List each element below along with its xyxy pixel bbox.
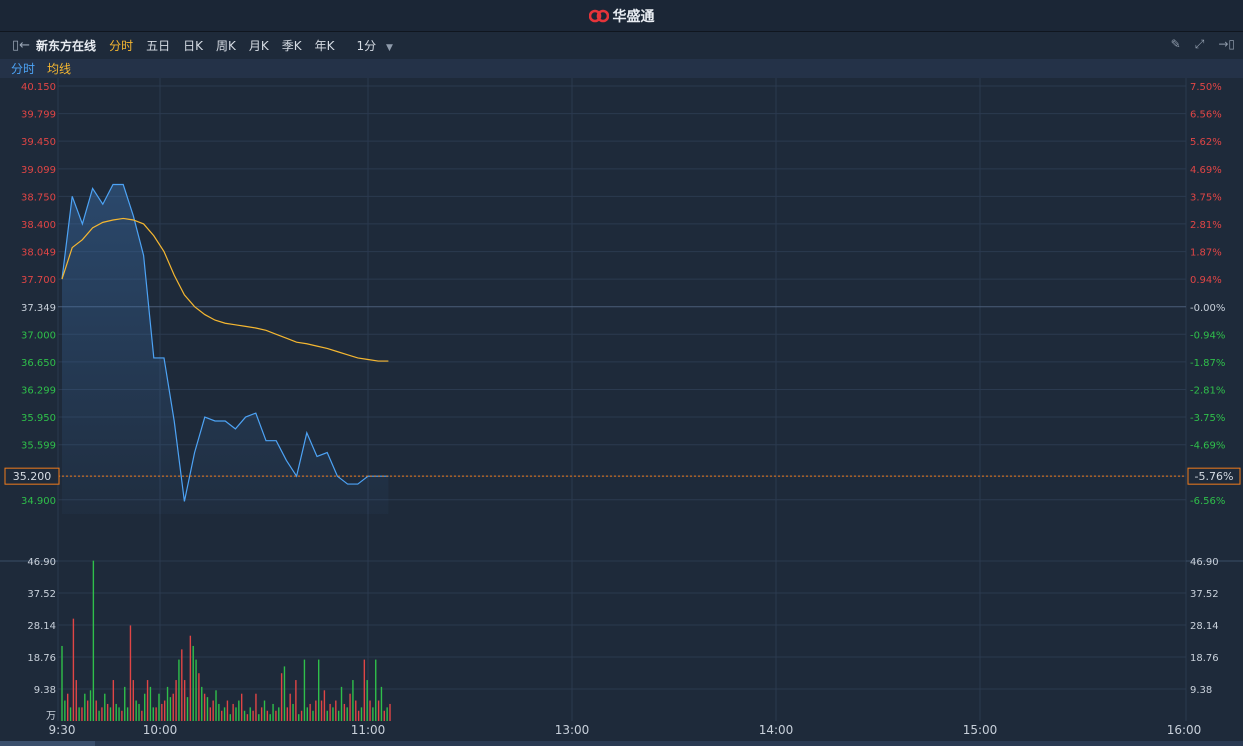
tab-day-k[interactable]: 日K [183,38,203,53]
y-tick-left: 39.099 [21,165,56,176]
toolbar-actions: ✎ ⤢ →▯ [1171,37,1235,52]
chevron-down-icon: ▼ [385,42,393,53]
tab-month-k[interactable]: 月K [248,38,269,53]
y-tick-right: 7.50% [1190,82,1222,93]
vol-tick-right: 37.52 [1190,589,1219,600]
y-tick-right: 3.75% [1190,192,1222,203]
y-tick-left: 35.599 [21,441,56,452]
current-price-box [4,467,60,485]
x-tick: 10:00 [143,723,178,737]
intraday-chart[interactable]: 40.150 7.50% 39.799 6.56% 39.450 5.62% 39.099 4… [0,78,1243,741]
y-tick-left: 37.349 [21,303,56,314]
avg-line [61,217,389,362]
vol-unit: 万 [46,711,56,722]
vol-tick-right: 9.38 [1190,685,1212,696]
current-price-label: 35.200 [13,470,52,483]
y-tick-right: 0.94% [1190,275,1222,286]
y-tick-right: 2.81% [1190,220,1222,231]
y-tick-left: 39.799 [21,110,56,121]
vol-tick-left: 28.14 [27,621,56,632]
y-tick-right: -2.81% [1190,386,1225,397]
chart-toolbar: ▯← 新东方在线 分时 五日 日K 周K 月K 季K 年K 1分 ▼ ✎ ⤢ →… [0,32,1243,58]
x-tick: 11:00 [351,723,386,737]
fullscreen-icon[interactable]: ⤢ [1194,37,1205,51]
y-tick-left: 37.700 [21,275,56,286]
scroll-thumb[interactable] [0,741,95,746]
y-tick-right: 6.56% [1190,110,1222,121]
price-area [62,184,389,514]
collapse-right-icon[interactable]: →▯ [1218,37,1235,51]
x-tick: 13:00 [555,723,590,737]
tab-fenshi[interactable]: 分时 [109,38,134,53]
y-tick-left: 39.450 [21,137,56,148]
vol-tick-left: 37.52 [27,589,56,600]
vol-tick-right: 28.14 [1190,621,1219,632]
stock-name: 新东方在线 [36,38,97,53]
y-tick-right: -1.87% [1190,358,1225,369]
vol-tick-left: 18.76 [27,653,56,664]
tab-five-day[interactable]: 五日 [146,38,171,53]
y-tick-left: 38.049 [21,248,56,259]
y-tick-left: 36.299 [21,386,56,397]
interval-label: 1分 [356,38,377,53]
y-tick-right: -3.75% [1190,413,1225,424]
legend-bar: 分时 均线 [0,59,1243,78]
y-tick-right: -4.69% [1190,441,1225,452]
current-change-label: -5.76% [1195,470,1234,483]
interval-select[interactable]: 1分 ▼ [356,37,392,54]
tab-quarter-k[interactable]: 季K [281,38,302,53]
x-tick: 14:00 [759,723,794,737]
huasheng-logo-icon [588,9,609,22]
x-tick: 15:00 [963,723,998,737]
y-tick-left: 40.150 [21,82,56,93]
y-tick-left: 37.000 [21,330,56,341]
vol-tick-right: 46.90 [1190,557,1219,568]
y-tick-left: 38.400 [21,220,56,231]
y-tick-left: 36.650 [21,358,56,369]
collapse-left-icon[interactable]: ▯← [12,37,31,53]
tab-week-k[interactable]: 周K [215,38,236,53]
legend-avg: 均线 [47,62,72,76]
y-tick-left: 35.950 [21,413,56,424]
tab-year-k[interactable]: 年K [314,38,335,53]
current-change-box [1187,467,1241,485]
y-tick-right: -6.56% [1190,496,1225,507]
legend-fenshi: 分时 [11,62,36,76]
y-tick-left: 38.750 [21,192,56,203]
y-tick-left: 34.900 [21,496,56,507]
scroll-track[interactable] [0,741,1243,746]
pencil-icon[interactable]: ✎ [1170,37,1181,51]
y-tick-right: 1.87% [1190,248,1222,259]
y-tick-right: -0.94% [1190,330,1225,341]
vol-tick-left: 46.90 [27,557,56,568]
y-tick-right: -0.00% [1190,303,1225,314]
x-tick: 9:30 [49,723,76,737]
y-tick-right: 4.69% [1190,165,1222,176]
price-line [61,183,389,502]
app-logo: 华盛通 [588,6,655,26]
vol-tick-right: 18.76 [1190,653,1219,664]
y-tick-right: 5.62% [1190,137,1222,148]
app-name: 华盛通 [612,8,655,25]
title-bar: 华盛通 [0,0,1243,32]
x-tick: 16:00 [1167,723,1202,737]
vol-tick-left: 9.38 [34,685,56,696]
